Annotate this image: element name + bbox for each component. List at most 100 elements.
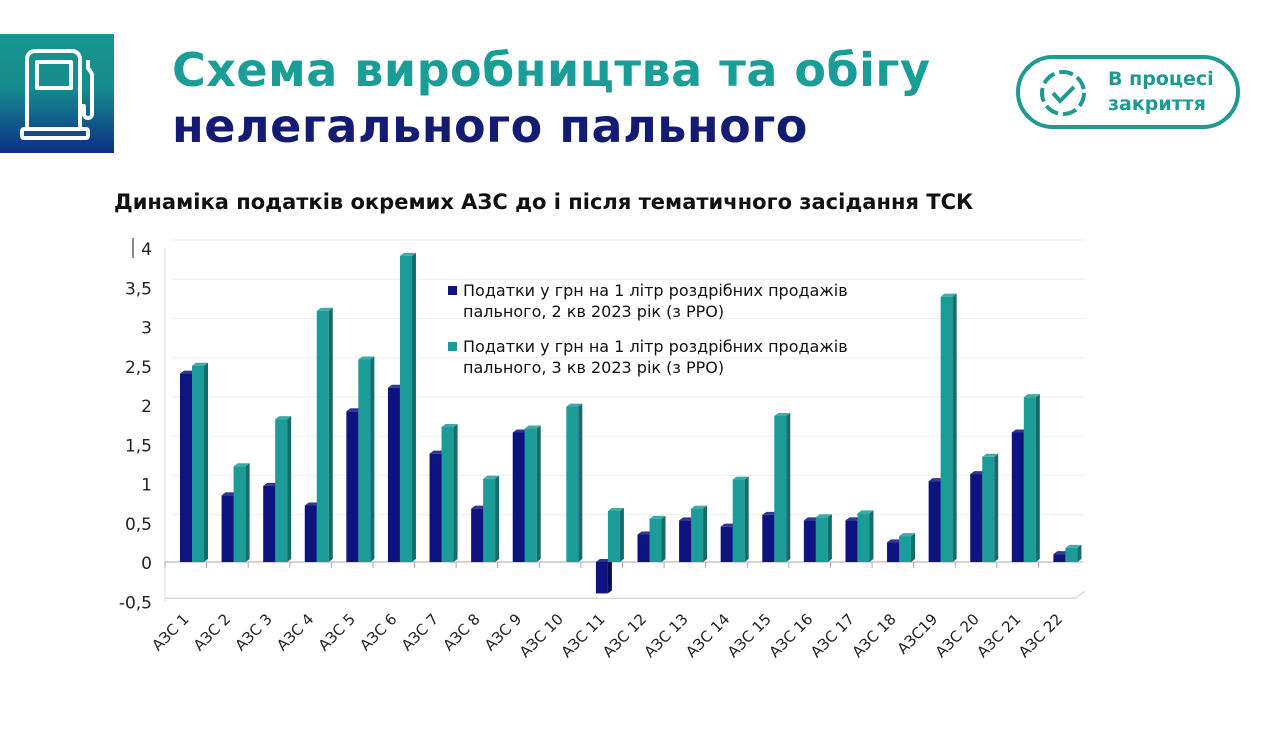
fuel-pump-logo — [0, 34, 114, 153]
y-tick-label: 0 — [141, 554, 152, 574]
bar-top — [441, 423, 458, 427]
x-tick-label: АЗС 13 — [641, 610, 692, 661]
bar-top — [192, 362, 208, 366]
y-tick-label: 2 — [141, 397, 152, 417]
bar-top — [358, 356, 375, 360]
bar-1 — [387, 387, 400, 562]
bar-side — [786, 412, 791, 562]
x-tick-label: АЗС 17 — [807, 610, 858, 661]
bar-top — [399, 252, 416, 256]
chart-title: Динаміка податків окремих АЗС до і після… — [114, 190, 974, 214]
bar-side — [411, 252, 416, 562]
y-tick-label: 3,5 — [125, 279, 152, 299]
bar-2 — [441, 426, 454, 562]
x-tick-label: АЗС 15 — [724, 610, 775, 661]
bar-2 — [399, 255, 412, 562]
x-tick-label: АЗС 18 — [849, 610, 900, 661]
bar-top — [316, 307, 333, 311]
status-badge: В процесі закриття — [1016, 55, 1240, 129]
bar-side — [328, 307, 333, 562]
bar-2 — [233, 466, 246, 562]
bar-2 — [316, 310, 329, 562]
bar-side — [911, 533, 916, 562]
bar-top — [691, 505, 708, 509]
x-tick-label: АЗС 10 — [516, 610, 567, 661]
legend-label: Податки у грн на 1 літр роздрібних прода… — [463, 337, 848, 356]
y-tick-label: 4 — [141, 240, 152, 260]
bar-top — [982, 453, 999, 457]
x-tick-label: АЗС 2 — [190, 610, 234, 654]
y-tick-label: 1 — [141, 476, 152, 496]
x-tick-label: АЗС 7 — [398, 610, 442, 654]
bar-side — [744, 476, 749, 562]
bar-side — [578, 403, 583, 562]
bar-2 — [857, 513, 870, 562]
x-tick-label: АЗС 12 — [599, 610, 650, 661]
fuel-pump-icon — [20, 49, 94, 140]
page-title: Схема виробництва та обігу нелегального … — [172, 42, 930, 154]
x-tick-label: АЗС 11 — [557, 610, 608, 661]
bar-side — [204, 362, 208, 562]
bar-top — [524, 425, 541, 429]
bar-top — [899, 533, 916, 537]
legend-label: Податки у грн на 1 літр роздрібних прода… — [463, 281, 848, 300]
y-tick-label: 0,5 — [125, 515, 152, 535]
bar-2 — [815, 517, 828, 562]
bar-2 — [732, 479, 745, 562]
bar-side — [607, 559, 612, 594]
check-circle-icon — [1040, 70, 1086, 116]
bar-side — [536, 425, 541, 562]
x-tick-label: АЗС 8 — [439, 610, 483, 654]
x-tick-label: АЗС 6 — [356, 610, 400, 654]
bar-2 — [192, 365, 204, 562]
bar-1 — [1011, 432, 1024, 562]
bar-side — [1035, 394, 1040, 562]
x-tick-label: АЗС 14 — [682, 610, 733, 661]
bar-2 — [1065, 547, 1078, 562]
bar-top — [233, 463, 250, 467]
bar-1 — [928, 481, 941, 562]
bar-side — [495, 475, 500, 562]
bar-1 — [595, 562, 608, 594]
x-tick-label: АЗС 1 — [148, 610, 192, 654]
bar-1 — [970, 474, 983, 562]
x-tick-label: АЗС 16 — [765, 610, 816, 661]
bar-top — [857, 510, 874, 514]
bar-1 — [1053, 554, 1066, 562]
x-tick-label: АЗС 22 — [1015, 610, 1066, 661]
bar-1 — [471, 508, 484, 562]
x-tick-label: АЗС 4 — [273, 610, 317, 654]
bar-1 — [637, 534, 650, 562]
y-tick-label: 2,5 — [125, 358, 152, 378]
bar-top — [815, 514, 832, 518]
legend-label: пального, 3 кв 2023 рік (з РРО) — [463, 358, 724, 377]
bar-side — [994, 453, 999, 562]
bar-1 — [512, 432, 525, 562]
y-tick-label: -0,5 — [119, 593, 152, 613]
bar-top — [1023, 394, 1040, 398]
bar-2 — [899, 536, 912, 562]
bar-1 — [845, 520, 858, 562]
bar-side — [370, 356, 375, 562]
title-line-1: Схема виробництва та обігу — [172, 43, 931, 97]
bar-side — [1077, 544, 1082, 562]
bar-top — [1065, 544, 1082, 548]
bar-2 — [1023, 397, 1036, 562]
bar-side — [287, 416, 292, 562]
bar-2 — [275, 419, 288, 562]
legend-swatch — [448, 342, 457, 351]
bar-2 — [940, 296, 953, 562]
bar-top — [774, 412, 791, 416]
bar-side — [619, 507, 624, 562]
x-tick-label: АЗС 3 — [231, 610, 275, 654]
bar-side — [952, 293, 957, 562]
bar-top — [649, 515, 666, 519]
bar-top — [1011, 429, 1028, 433]
bar-2 — [607, 510, 620, 562]
bar-side — [869, 510, 874, 562]
bar-top — [732, 476, 749, 480]
bar-1 — [263, 485, 276, 562]
bar-2 — [774, 415, 787, 562]
floor-edge — [165, 590, 1086, 599]
